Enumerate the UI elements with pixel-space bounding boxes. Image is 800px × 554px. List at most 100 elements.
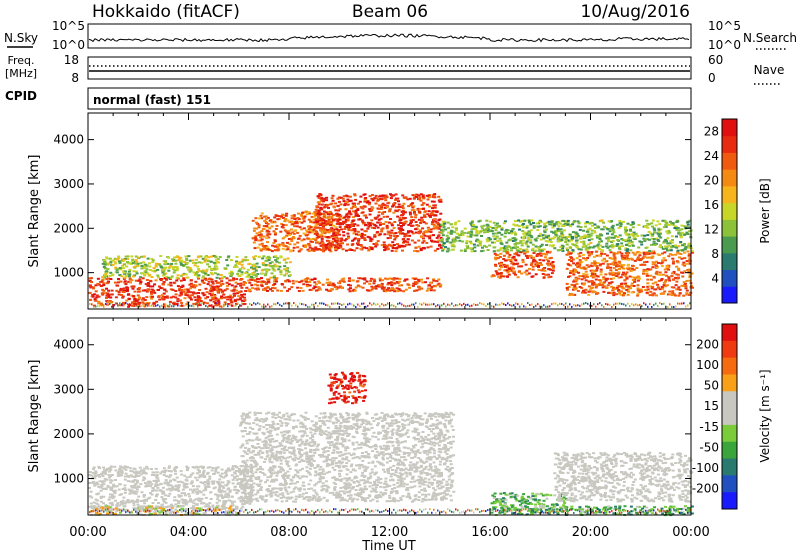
power-data-cell bbox=[293, 243, 297, 246]
power-data-cell bbox=[677, 245, 681, 248]
power-data-cell bbox=[334, 218, 338, 221]
power-data-cell bbox=[687, 244, 691, 247]
power-data-cell bbox=[184, 255, 188, 258]
power-ground-scatter bbox=[253, 302, 255, 305]
power-ground-scatter bbox=[147, 304, 149, 307]
power-data-cell bbox=[317, 248, 321, 250]
power-data-cell bbox=[473, 250, 477, 253]
power-data-cell bbox=[409, 222, 412, 225]
power-ground-scatter bbox=[359, 305, 361, 308]
power-data-cell bbox=[486, 224, 490, 227]
power-data-cell bbox=[176, 274, 180, 277]
power-data-cell bbox=[191, 285, 195, 288]
velocity-data-cell bbox=[114, 499, 117, 502]
power-data-cell bbox=[426, 277, 430, 280]
power-data-cell bbox=[618, 248, 622, 251]
power-data-cell bbox=[394, 206, 398, 209]
power-data-cell bbox=[644, 288, 648, 291]
power-data-cell bbox=[143, 305, 147, 308]
power-data-cell bbox=[681, 275, 685, 278]
power-data-cell bbox=[168, 278, 172, 280]
power-data-cell bbox=[203, 272, 207, 275]
power-data-cell bbox=[688, 230, 691, 233]
power-data-cell bbox=[566, 288, 569, 291]
power-data-cell bbox=[431, 221, 435, 223]
power-data-cell bbox=[581, 291, 585, 294]
power-data-cell bbox=[411, 277, 415, 280]
power-data-cell bbox=[359, 206, 363, 208]
power-data-cell bbox=[344, 202, 348, 205]
power-ground-scatter bbox=[177, 304, 179, 307]
power-ground-scatter bbox=[445, 305, 447, 308]
power-data-cell bbox=[437, 223, 441, 226]
power-ground-scatter bbox=[535, 304, 537, 307]
power-data-cell bbox=[167, 269, 171, 272]
power-data-cell bbox=[374, 202, 378, 205]
power-data-cell bbox=[213, 268, 217, 271]
power-data-cell bbox=[574, 276, 578, 279]
power-data-cell bbox=[124, 282, 128, 285]
velocity-data-cell bbox=[177, 500, 181, 503]
power-data-cell bbox=[242, 283, 246, 286]
velocity-data-cell bbox=[106, 484, 110, 487]
power-data-cell bbox=[117, 255, 121, 258]
power-data-cell bbox=[642, 270, 646, 273]
velocity-data-cell bbox=[195, 491, 199, 493]
power-data-cell bbox=[300, 239, 304, 242]
velocity-data-cell bbox=[112, 483, 116, 486]
velocity-data-cell bbox=[101, 472, 105, 475]
power-data-cell bbox=[595, 283, 599, 286]
power-data-cell bbox=[662, 257, 666, 259]
power-data-cell bbox=[665, 240, 669, 243]
power-data-cell bbox=[337, 281, 340, 284]
power-data-cell bbox=[375, 197, 379, 200]
power-colorbar-tick-label: 28 bbox=[704, 124, 719, 138]
power-data-cell bbox=[610, 281, 614, 284]
power-data-cell bbox=[573, 268, 577, 271]
power-data-cell bbox=[260, 235, 264, 238]
power-ground-scatter bbox=[207, 305, 209, 308]
power-data-cell bbox=[179, 279, 183, 282]
power-data-cell bbox=[447, 227, 451, 230]
power-data-cell bbox=[649, 290, 653, 293]
power-data-cell bbox=[397, 244, 401, 247]
power-data-cell bbox=[517, 225, 521, 228]
power-data-cell bbox=[601, 286, 605, 289]
velocity-data-cell bbox=[109, 481, 113, 484]
power-ground-scatter bbox=[157, 304, 159, 307]
power-data-cell bbox=[626, 248, 630, 251]
power-ground-scatter bbox=[169, 303, 171, 306]
velocity-data-cell bbox=[132, 492, 136, 495]
power-data-cell bbox=[421, 227, 425, 230]
power-data-cell bbox=[349, 213, 353, 216]
power-data-cell bbox=[371, 226, 375, 229]
power-data-cell bbox=[392, 194, 396, 197]
power-data-cell bbox=[362, 193, 366, 196]
power-data-cell bbox=[185, 303, 189, 306]
velocity-data-cell bbox=[174, 503, 178, 506]
power-data-cell bbox=[518, 228, 521, 231]
power-data-cell bbox=[548, 257, 552, 260]
power-data-cell bbox=[578, 228, 582, 231]
power-data-cell bbox=[523, 231, 527, 234]
velocity-data-cell bbox=[132, 467, 136, 470]
power-data-cell bbox=[273, 249, 277, 252]
power-data-cell bbox=[656, 220, 660, 223]
power-data-cell bbox=[408, 197, 412, 200]
power-data-cell bbox=[566, 223, 570, 226]
velocity-data-cell bbox=[144, 482, 147, 485]
velocity-data-cell bbox=[169, 505, 173, 508]
power-data-cell bbox=[393, 238, 397, 241]
power-data-cell bbox=[608, 230, 612, 233]
power-data-cell bbox=[374, 287, 378, 290]
power-data-cell bbox=[511, 228, 515, 231]
power-data-cell bbox=[322, 227, 325, 230]
power-data-cell bbox=[444, 246, 447, 249]
power-data-cell bbox=[431, 194, 435, 197]
power-data-cell bbox=[110, 293, 114, 296]
power-ground-scatter bbox=[571, 305, 573, 308]
power-data-cell bbox=[612, 254, 616, 257]
power-data-cell bbox=[682, 281, 686, 284]
power-data-cell bbox=[365, 280, 369, 283]
velocity-data-cell bbox=[227, 481, 231, 484]
